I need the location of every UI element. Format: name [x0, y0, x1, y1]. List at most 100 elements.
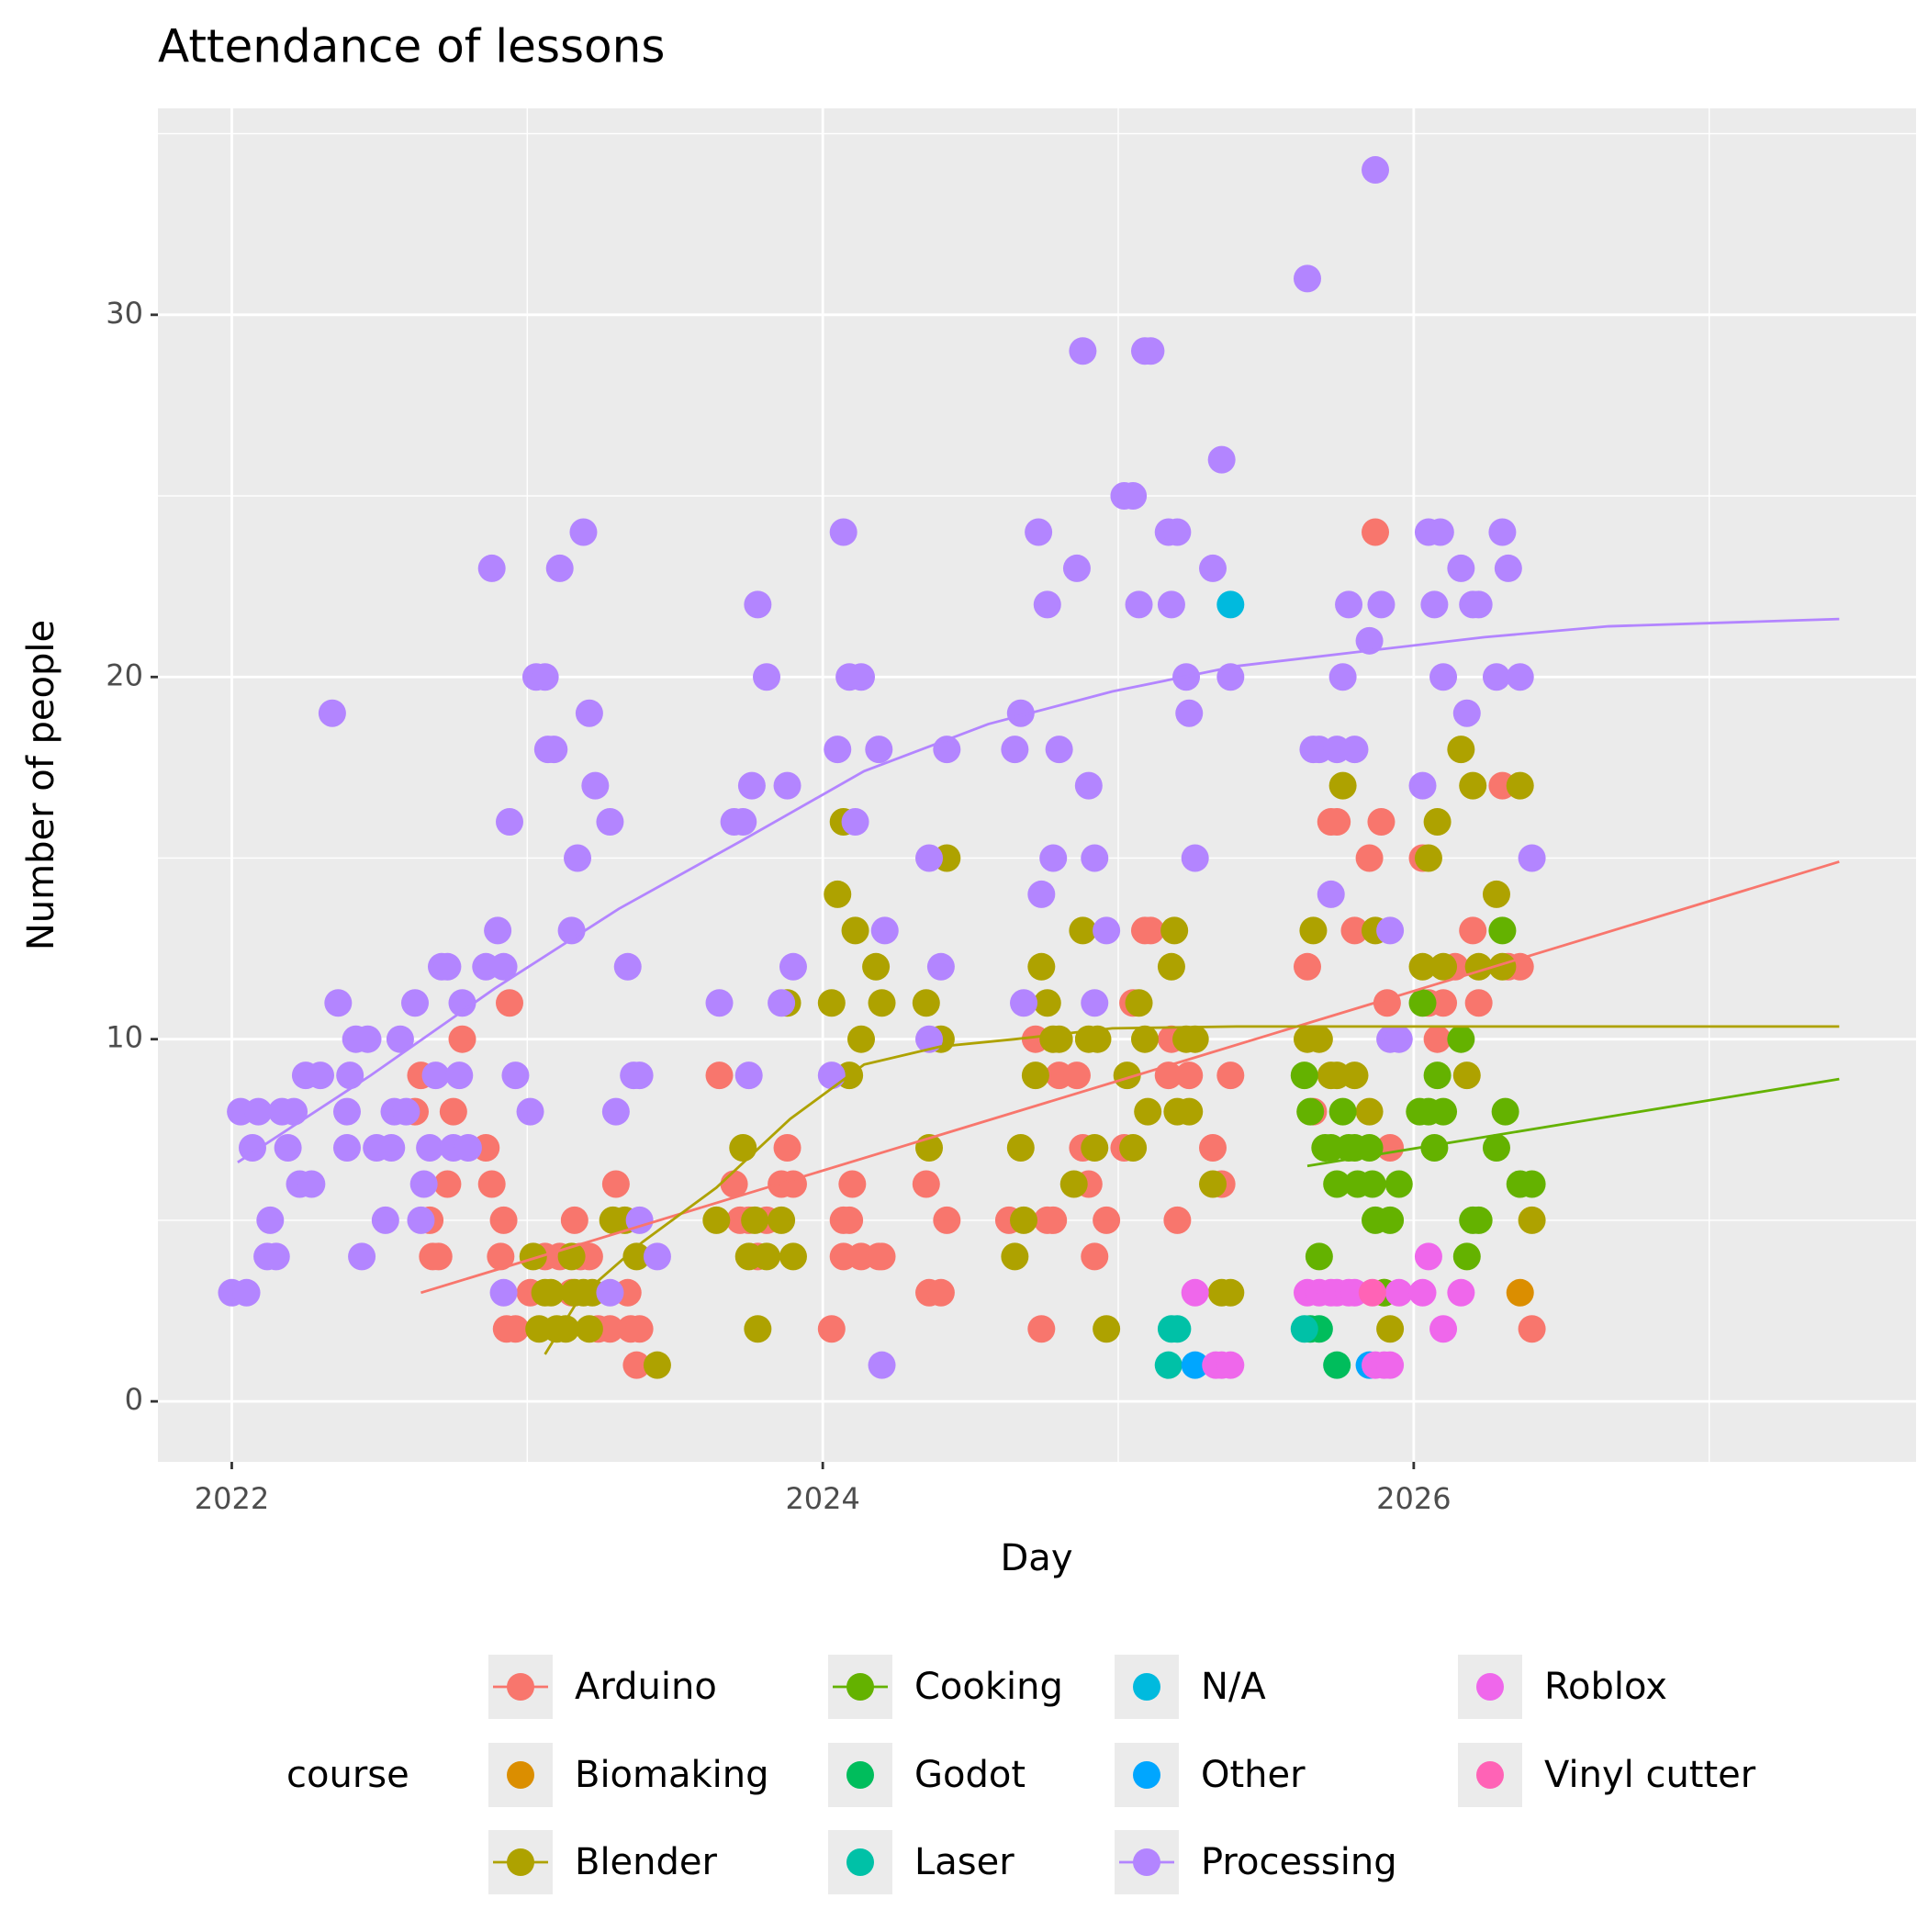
data-point [1358, 1278, 1386, 1307]
data-point [1323, 808, 1351, 837]
legend-key-point [1476, 1761, 1504, 1789]
data-point [1033, 989, 1061, 1017]
data-point [1358, 1170, 1386, 1198]
data-point [386, 1025, 414, 1053]
data-point [1464, 989, 1493, 1017]
data-point [1299, 916, 1328, 945]
legend-key-point [1133, 1848, 1160, 1876]
data-point [1459, 916, 1487, 945]
data-point [496, 808, 523, 837]
data-point [439, 1097, 467, 1126]
y-tick-label: 0 [125, 1382, 143, 1417]
data-point [487, 1242, 515, 1271]
data-point [256, 1206, 285, 1234]
data-point [1452, 1242, 1481, 1271]
data-point [1340, 1061, 1369, 1090]
legend-item: Arduino [488, 1655, 717, 1719]
data-point [1494, 554, 1522, 582]
data-point [1163, 518, 1192, 546]
data-point [643, 1242, 671, 1271]
data-point [377, 1134, 406, 1163]
data-point [280, 1097, 308, 1126]
data-point [1414, 1242, 1442, 1271]
data-point [489, 952, 518, 981]
data-point [868, 1351, 896, 1379]
data-point [1429, 1315, 1458, 1343]
data-point [1464, 1206, 1493, 1234]
data-point [779, 1170, 807, 1198]
data-point [744, 1315, 772, 1343]
x-tick-label: 2024 [785, 1481, 859, 1516]
data-point [1423, 808, 1452, 837]
data-point [1199, 1170, 1227, 1198]
data-point [868, 1242, 896, 1271]
data-point [484, 916, 512, 945]
data-point [1323, 1351, 1351, 1379]
trend-line [1306, 1077, 1840, 1168]
data-point [1062, 554, 1091, 582]
data-point [1163, 1206, 1192, 1234]
data-point [625, 1315, 654, 1343]
y-tick-label: 20 [106, 657, 143, 692]
legend-item: Other [1115, 1743, 1306, 1807]
data-point [847, 663, 875, 691]
data-point [1083, 1025, 1112, 1053]
data-point [1506, 771, 1534, 800]
data-point [596, 808, 624, 837]
legend-key-point [507, 1673, 534, 1701]
data-point [1216, 1061, 1245, 1090]
data-point [915, 844, 944, 872]
data-point [1452, 699, 1481, 727]
data-point [702, 1206, 731, 1234]
data-point [841, 808, 869, 837]
data-point [817, 1061, 846, 1090]
data-point [1207, 445, 1236, 474]
data-point [768, 989, 796, 1017]
data-point [1001, 1242, 1029, 1271]
data-point [496, 989, 523, 1017]
legend-key-point [846, 1848, 874, 1876]
data-point [401, 989, 430, 1017]
data-point [1216, 1351, 1245, 1379]
data-point [734, 1061, 763, 1090]
x-axis-title: Day [1001, 1537, 1073, 1579]
data-point [1010, 989, 1038, 1017]
data-point [1408, 952, 1437, 981]
data-point [1506, 1278, 1534, 1307]
data-point [1447, 736, 1475, 764]
data-point [424, 1242, 453, 1271]
data-point [1134, 1097, 1162, 1126]
data-point [912, 989, 940, 1017]
data-point [392, 1097, 420, 1126]
data-point [407, 1206, 435, 1234]
data-point [1506, 663, 1534, 691]
data-point [1384, 1278, 1413, 1307]
data-point [307, 1061, 335, 1090]
data-point [870, 916, 899, 945]
data-point [477, 554, 506, 582]
data-point [1290, 1315, 1318, 1343]
data-point [1081, 1242, 1109, 1271]
data-point [862, 952, 891, 981]
data-point [421, 1061, 450, 1090]
data-point [1355, 1097, 1384, 1126]
data-point [433, 952, 462, 981]
data-point [1069, 337, 1097, 365]
data-point [1216, 1278, 1245, 1307]
data-point [1033, 590, 1061, 619]
legend-item: Biomaking [488, 1743, 769, 1807]
data-point [622, 1351, 651, 1379]
data-point [926, 952, 955, 981]
data-point [1216, 663, 1245, 691]
data-point [625, 1061, 654, 1090]
legend-label: Vinyl cutter [1544, 1754, 1756, 1796]
data-point [1376, 916, 1405, 945]
data-point [705, 989, 734, 1017]
data-point [1518, 1315, 1546, 1343]
data-point [1482, 663, 1510, 691]
data-point [1429, 663, 1458, 691]
data-point [768, 1206, 796, 1234]
data-point [1429, 952, 1458, 981]
data-point [1317, 880, 1345, 908]
data-point [1081, 1134, 1109, 1163]
